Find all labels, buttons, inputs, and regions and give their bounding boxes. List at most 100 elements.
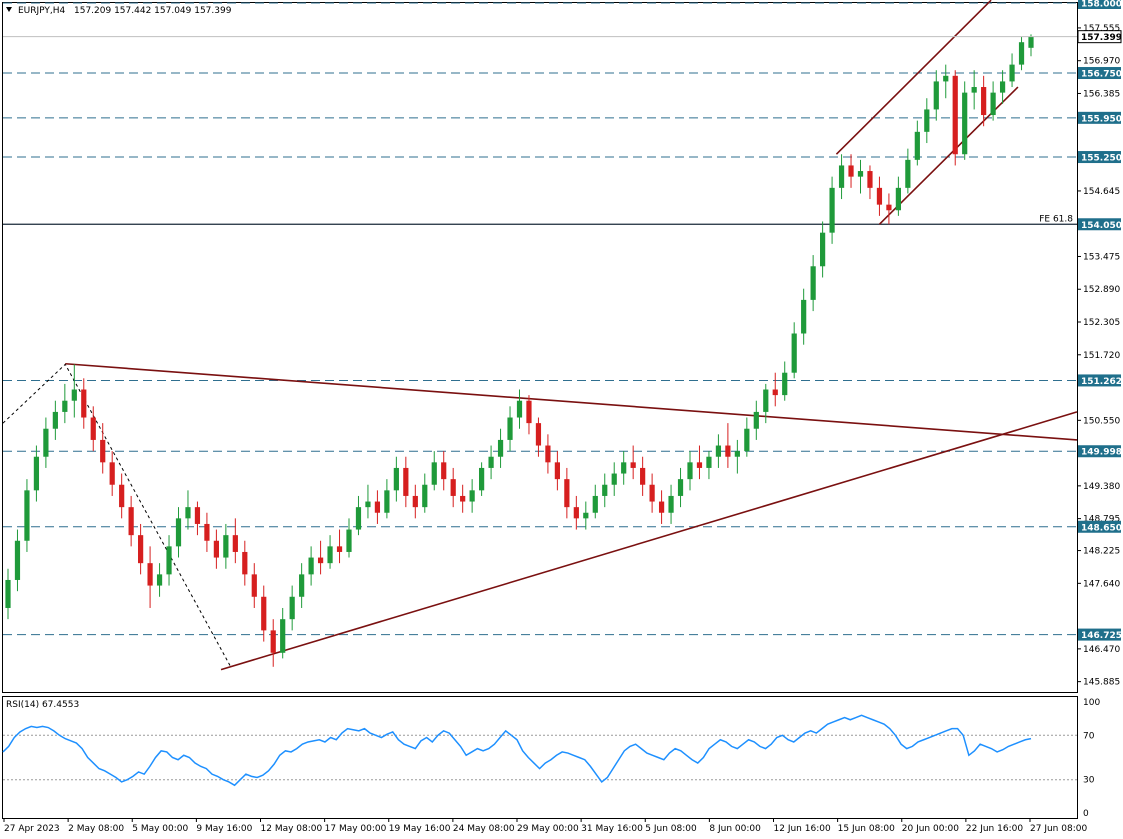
candle-body xyxy=(166,546,172,575)
rsi-line xyxy=(2,714,1032,787)
rsi-panel-frame xyxy=(2,696,1078,819)
candle-body xyxy=(119,484,125,508)
candle-body xyxy=(687,462,693,480)
candle-body xyxy=(204,523,210,541)
candle-body xyxy=(706,456,712,468)
level-badge-label: 156.750 xyxy=(1081,70,1122,80)
candle-body xyxy=(820,232,826,267)
candle-body xyxy=(479,467,485,491)
candle-body xyxy=(24,490,30,541)
level-badge-label: 148.650 xyxy=(1081,523,1122,533)
candle-body xyxy=(100,439,106,463)
rsi-scale-label: 30 xyxy=(1083,776,1095,786)
candle-body xyxy=(962,92,968,155)
candle-body xyxy=(289,596,295,620)
candle-body xyxy=(848,165,854,177)
candle-body xyxy=(602,484,608,496)
trendline-channel-upper[interactable] xyxy=(835,0,992,155)
x-tick-label: 12 May 08:00 xyxy=(261,824,323,834)
candle-body xyxy=(677,479,684,496)
level-badge-label: 155.250 xyxy=(1081,154,1122,164)
candle-body xyxy=(71,389,77,401)
candle-body xyxy=(782,372,788,396)
candle-body xyxy=(336,546,343,552)
x-tick-label: 20 Jun 00:00 xyxy=(902,824,959,834)
y-tick-label: 146.470 xyxy=(1083,645,1120,655)
candle-body xyxy=(14,540,21,580)
candle-body xyxy=(185,507,191,519)
candle-body xyxy=(611,473,617,485)
candle-body xyxy=(564,479,570,508)
time-axis: 27 Apr 2023 2 May 08:00 5 May 00:00 9 May 1… xyxy=(3,818,1087,834)
candle-body xyxy=(990,92,996,116)
price-badges: 158.000 156.750 155.950 155.250 154.050 151.2… xyxy=(1077,0,1122,641)
candle-body xyxy=(280,619,286,653)
x-tick-label: 5 Jun 08:00 xyxy=(645,824,697,834)
y-tick-label: 148.225 xyxy=(1083,547,1120,557)
candle-body xyxy=(516,400,523,418)
candle-body xyxy=(999,81,1006,93)
price-axis: 157.555 156.970 156.385 154.645 153.475 152.8… xyxy=(1077,2,1120,688)
y-tick-label: 152.305 xyxy=(1083,318,1120,328)
candle-body xyxy=(554,462,560,480)
fe-annotation: FE 61.8 xyxy=(1039,214,1073,224)
y-tick-label: 156.970 xyxy=(1083,57,1120,67)
current-price-label: 157.399 xyxy=(1081,33,1122,43)
x-tick-label: 12 Jun 16:00 xyxy=(774,824,831,834)
horizontal-levels: FE 61.8 xyxy=(3,2,1077,636)
level-badge-label: 155.950 xyxy=(1081,114,1122,124)
candle-body xyxy=(308,557,314,575)
candle-body xyxy=(156,574,163,586)
y-tick-label: 156.385 xyxy=(1083,89,1120,99)
candle-body xyxy=(232,535,238,552)
x-tick-label: 19 May 16:00 xyxy=(389,824,451,834)
x-tick-label: 5 May 00:00 xyxy=(132,824,188,834)
level-badge-label: 154.050 xyxy=(1081,221,1122,231)
dropdown-triangle-icon[interactable] xyxy=(6,7,12,12)
x-tick-label: 29 May 00:00 xyxy=(517,824,579,834)
candle-body xyxy=(393,467,399,491)
trendline-descending-resistance[interactable] xyxy=(65,362,1078,441)
level-badge xyxy=(1078,151,1121,164)
candle-body xyxy=(886,204,892,211)
candle-body xyxy=(317,557,324,564)
candle-body xyxy=(62,400,68,412)
level-badge xyxy=(1078,111,1121,124)
trendlines xyxy=(2,0,1078,671)
candle-body xyxy=(535,423,542,446)
x-tick-label: 27 Jun 08:00 xyxy=(1030,824,1087,834)
candles xyxy=(3,34,1077,667)
candle-body xyxy=(90,417,96,440)
candle-body xyxy=(175,518,182,547)
y-tick-label: 152.890 xyxy=(1083,285,1120,295)
rsi-scale-label: 70 xyxy=(1083,731,1095,741)
candle-body xyxy=(895,187,901,211)
candle-body xyxy=(441,462,447,480)
candle-body xyxy=(251,574,257,597)
candle-body xyxy=(261,596,267,631)
current-price-badge xyxy=(1077,30,1122,44)
candle-body xyxy=(412,495,418,508)
candle-body xyxy=(460,495,466,502)
trendline-ascending-support[interactable] xyxy=(220,411,1078,671)
y-tick-label: 153.475 xyxy=(1083,252,1120,262)
candle-body xyxy=(668,495,674,513)
candle-body xyxy=(658,501,665,513)
rsi-layer: 100 70 30 0 xyxy=(2,698,1100,819)
candle-body xyxy=(583,512,589,519)
candle-body xyxy=(772,389,778,396)
candle-body xyxy=(147,563,153,586)
candle-body xyxy=(545,445,551,463)
candle-body xyxy=(488,456,494,468)
candle-body xyxy=(355,507,362,530)
candle-body xyxy=(213,540,219,558)
x-tick-label: 15 Jun 08:00 xyxy=(838,824,895,834)
candle-body xyxy=(725,445,731,457)
candle-body xyxy=(450,479,456,496)
candle-body xyxy=(1018,42,1025,65)
x-tick-label: 8 Jun 00:00 xyxy=(709,824,761,834)
candle-body xyxy=(630,462,636,468)
x-tick-label: 31 May 16:00 xyxy=(581,824,643,834)
candle-body xyxy=(469,490,475,502)
candle-body xyxy=(829,187,835,233)
